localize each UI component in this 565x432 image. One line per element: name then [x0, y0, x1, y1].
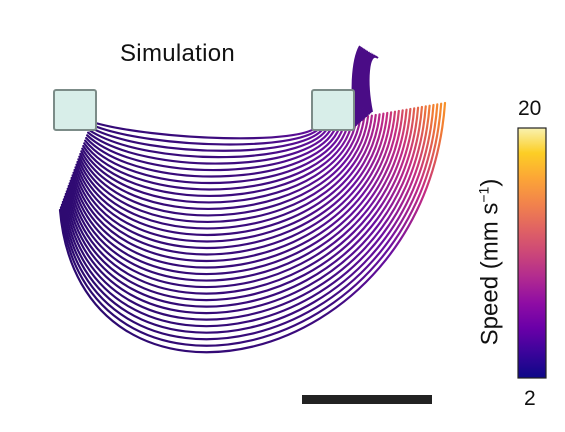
- streamline: [353, 46, 363, 125]
- streamline: [62, 104, 431, 328]
- streamline: [79, 115, 366, 217]
- streamline: [90, 120, 320, 140]
- colorbar-min-label: 2: [524, 387, 536, 410]
- nozzle-right-body: [311, 89, 355, 131]
- streamline: [88, 122, 327, 152]
- streamline: [360, 51, 371, 119]
- streamline: [69, 109, 404, 282]
- streamline: [77, 114, 373, 230]
- streamline: [78, 115, 370, 223]
- streamline: [66, 107, 416, 302]
- colorbar-title: Speed (mm s−1): [476, 179, 505, 346]
- colorbar-title-main: Speed (mm s: [476, 202, 504, 346]
- streamline: [59, 102, 443, 347]
- streamline: [89, 123, 323, 146]
- nozzle-left-body: [53, 89, 97, 131]
- streamline: [87, 121, 331, 159]
- streamline: [355, 48, 366, 123]
- streamline: [61, 103, 435, 334]
- streamline: [357, 49, 368, 122]
- streamline: [87, 121, 335, 165]
- streamline: [64, 105, 424, 315]
- streamline: [60, 103, 439, 341]
- streamline: [71, 110, 397, 269]
- streamline: [65, 106, 420, 308]
- streamline: [63, 105, 427, 321]
- streamline: [86, 120, 339, 172]
- streamline: [75, 113, 381, 243]
- colorbar-title-end: ): [476, 178, 504, 187]
- streamline: [354, 47, 365, 124]
- streamline: [73, 111, 389, 256]
- streamline: [72, 111, 393, 262]
- streamline: [83, 118, 350, 191]
- streamline: [67, 107, 412, 295]
- streamline: [68, 108, 408, 289]
- colorbar-title-exponent: −1: [475, 186, 492, 203]
- streamline: [363, 53, 374, 117]
- streamline: [80, 116, 362, 211]
- streamline: [76, 113, 377, 237]
- streamline: [84, 119, 347, 184]
- nozzle-right: [311, 89, 355, 131]
- streamline: [74, 112, 385, 250]
- nozzle-left: [53, 89, 97, 131]
- streamline: [85, 119, 343, 178]
- streamlines-group: [58, 45, 447, 354]
- streamline: [358, 50, 369, 120]
- figure-title: Simulation: [120, 40, 236, 67]
- colorbar-max-label: 20: [518, 97, 542, 120]
- colorbar: [517, 127, 547, 379]
- streamline: [58, 101, 447, 354]
- scale-bar: [302, 395, 432, 404]
- streamline: [82, 117, 354, 198]
- streamline: [361, 52, 372, 118]
- streamline: [81, 117, 358, 204]
- streamline: [70, 109, 400, 275]
- streamline: [367, 55, 379, 113]
